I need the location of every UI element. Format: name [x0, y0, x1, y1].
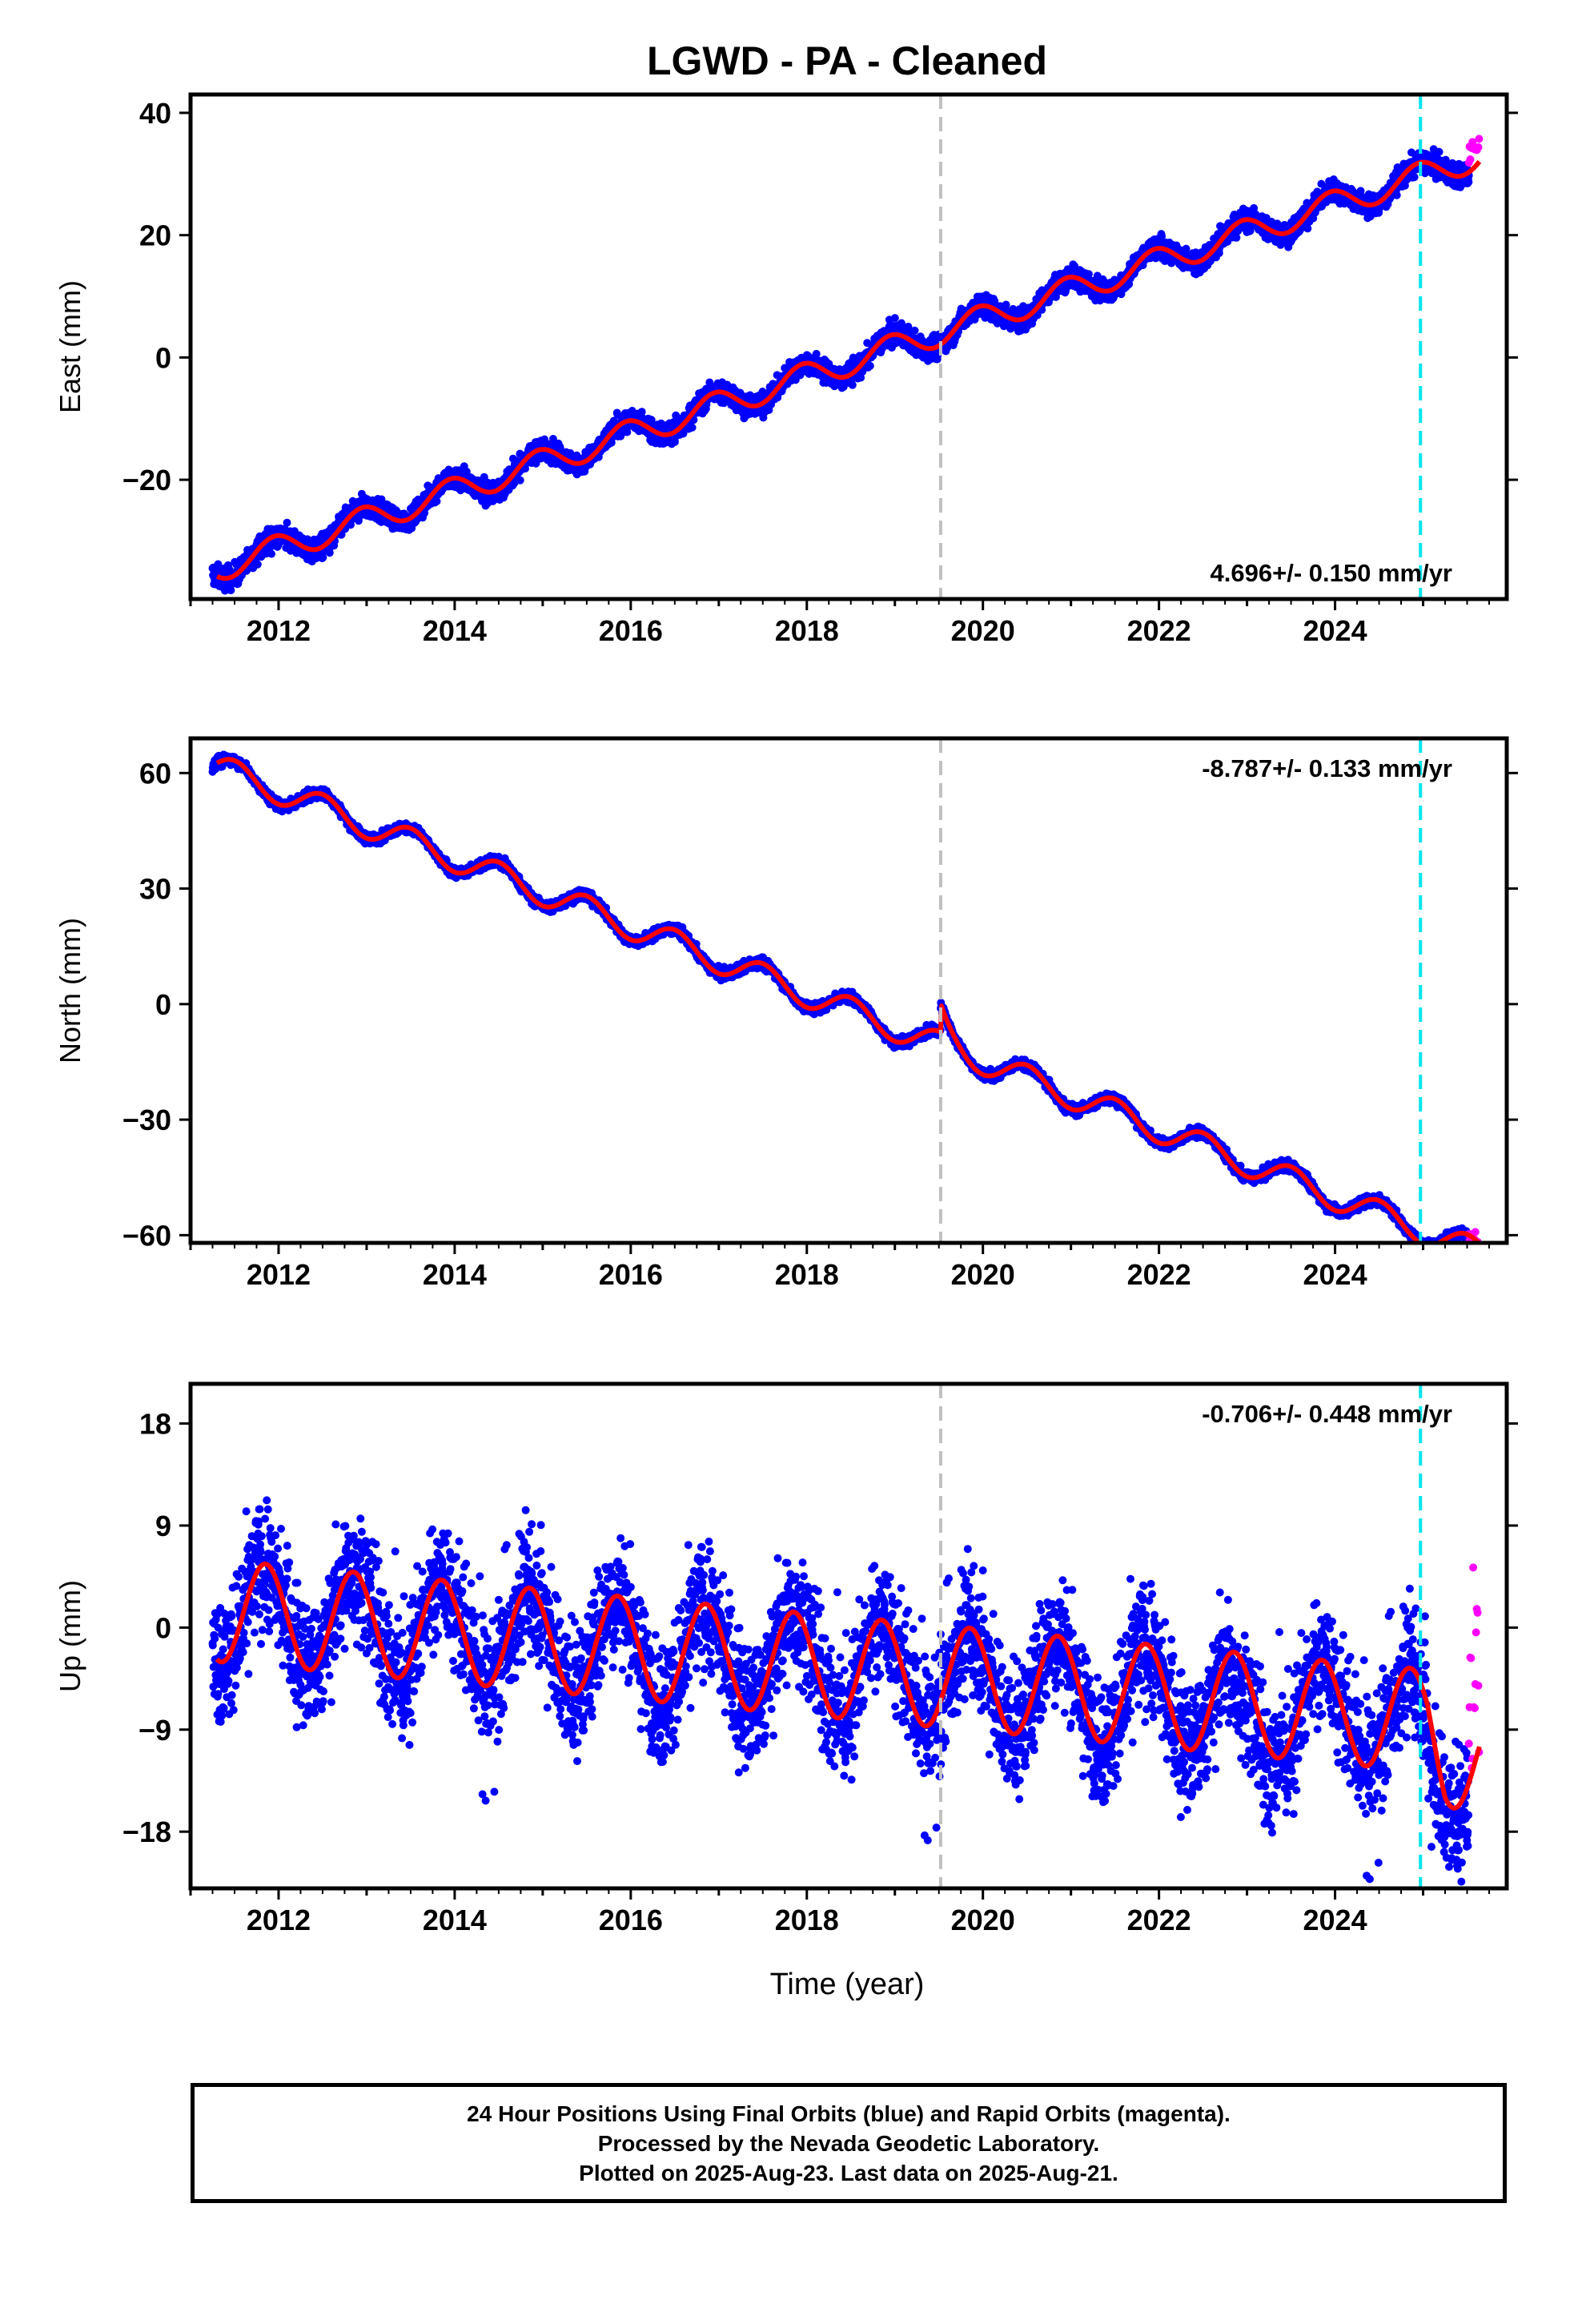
x-tick-label: 2014 — [423, 614, 487, 647]
data-point-final — [267, 549, 275, 558]
y-tick-label: 20 — [139, 219, 171, 252]
plot-area — [208, 738, 1482, 1243]
data-point-final — [516, 476, 524, 485]
data-point-final — [688, 423, 697, 432]
data-point-rapid — [1466, 155, 1475, 163]
y-axis: −20 0 20 40 — [122, 97, 1518, 497]
data-points-final — [208, 145, 1473, 595]
chart-title: LGWD - PA - Cleaned — [647, 38, 1047, 83]
data-point-final — [1303, 224, 1312, 233]
data-point-rapid — [1475, 135, 1484, 143]
data-point-final — [637, 408, 646, 416]
data-point-final — [890, 314, 899, 323]
data-point-final — [1435, 147, 1443, 156]
x-tick-label: 2020 — [951, 614, 1015, 647]
data-point-rapid — [1474, 143, 1483, 151]
data-point-final — [1392, 191, 1401, 199]
y-axis-label: East (mm) — [54, 280, 86, 413]
x-tick-label: 2012 — [247, 614, 311, 647]
data-point-final — [377, 495, 386, 504]
data-point-final — [432, 497, 441, 505]
x-tick-label: 2016 — [599, 614, 663, 647]
x-tick-label: 2024 — [1303, 614, 1367, 647]
data-point-final — [227, 586, 235, 595]
data-point-final — [283, 518, 291, 527]
data-point-final — [325, 549, 334, 557]
x-tick-label: 2018 — [775, 614, 839, 647]
x-tick-label: 2022 — [1127, 614, 1191, 647]
y-tick-label: 40 — [139, 97, 171, 130]
data-point-final — [253, 560, 262, 569]
panel-east: 2012 2014 2016 2018 2020 2022 2024 −20 0 20 40 East… — [54, 92, 1518, 647]
data-point-final — [865, 361, 874, 370]
y-tick-label: 0 — [155, 341, 171, 374]
y-tick-label: −20 — [122, 464, 171, 497]
rate-label: 4.696+/- 0.150 mm/yr — [1211, 559, 1452, 587]
data-point-final — [1232, 233, 1241, 242]
data-point-final — [319, 553, 327, 562]
data-point-final — [1410, 173, 1419, 182]
data-points-rapid — [1464, 135, 1484, 167]
panels: 2012 2014 2016 2018 2020 2022 2024 −20 0 20 40 East… — [54, 92, 1518, 1936]
plot-area — [208, 94, 1484, 599]
panel-north: 2012 2014 2016 2018 2020 2022 2024−60−3003060N… — [54, 736, 1518, 1291]
data-point-final — [623, 428, 632, 436]
x-axis: 2012 2014 2016 2018 2020 2022 2024 — [189, 599, 1491, 647]
data-point-final — [910, 326, 919, 335]
